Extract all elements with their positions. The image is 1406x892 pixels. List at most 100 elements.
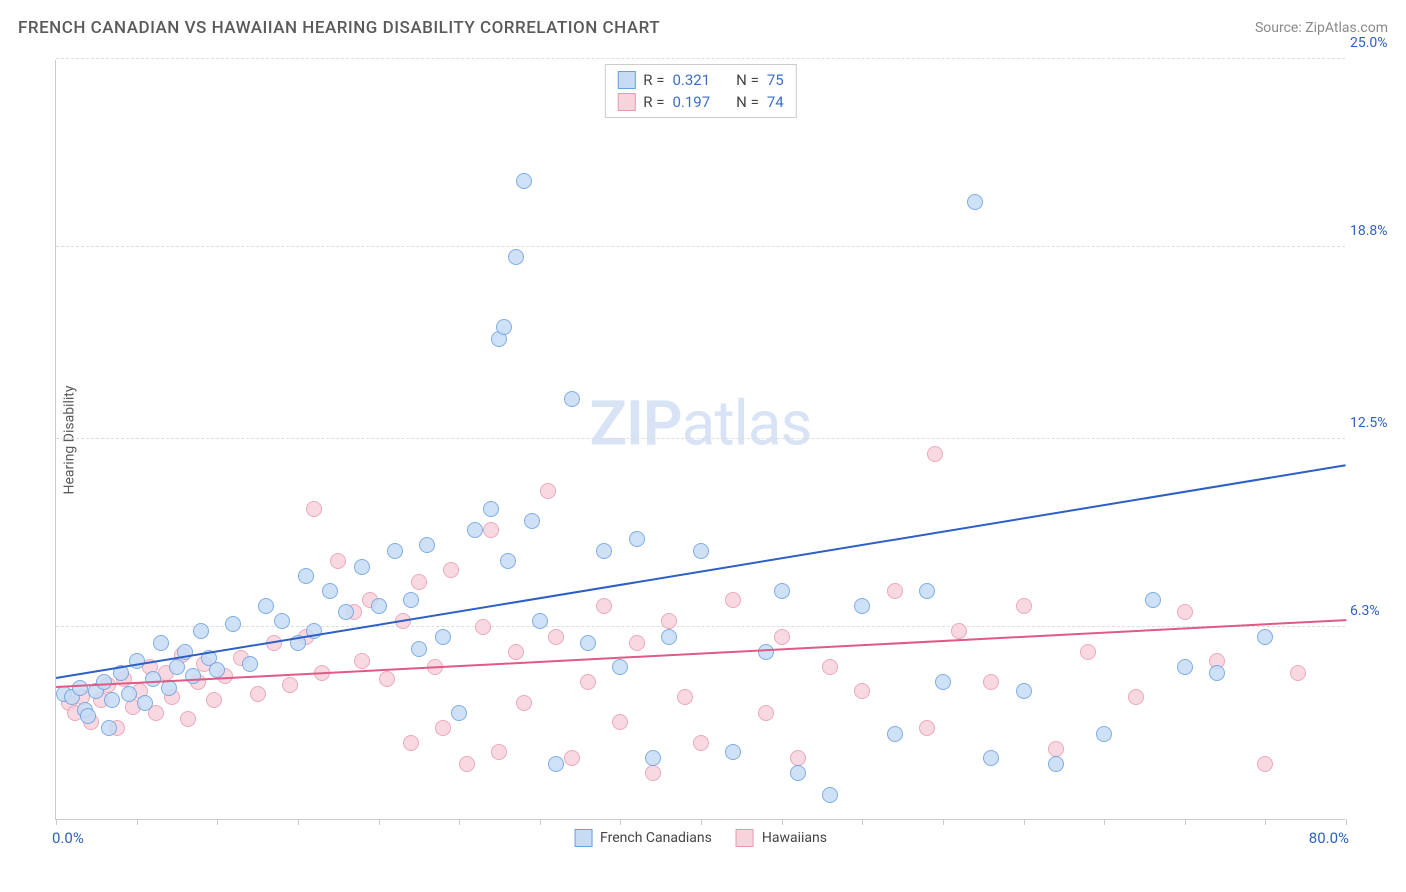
watermark: ZIPatlas bbox=[590, 388, 812, 461]
data-point-a bbox=[72, 680, 88, 696]
data-point-a bbox=[612, 659, 628, 675]
data-point-b bbox=[854, 683, 870, 699]
data-point-b bbox=[306, 501, 322, 517]
data-point-b bbox=[580, 674, 596, 690]
data-point-b bbox=[951, 623, 967, 639]
data-point-a bbox=[145, 671, 161, 687]
chart-title: FRENCH CANADIAN VS HAWAIIAN HEARING DISA… bbox=[18, 18, 660, 38]
data-point-a bbox=[225, 616, 241, 632]
data-point-a bbox=[887, 726, 903, 742]
data-point-a bbox=[508, 249, 524, 265]
data-point-b bbox=[435, 720, 451, 736]
data-point-a bbox=[919, 583, 935, 599]
data-point-a bbox=[322, 583, 338, 599]
y-tick-label: 25.0% bbox=[1350, 35, 1400, 51]
legend-row-b: R = 0.197 N = 74 bbox=[617, 91, 783, 113]
data-point-b bbox=[459, 756, 475, 772]
data-point-a bbox=[790, 765, 806, 781]
data-point-b bbox=[564, 750, 580, 766]
gridline bbox=[56, 58, 1345, 59]
data-point-a bbox=[371, 598, 387, 614]
data-point-a bbox=[629, 531, 645, 547]
data-point-b bbox=[508, 644, 524, 660]
x-tick bbox=[540, 819, 541, 825]
data-point-a bbox=[548, 756, 564, 772]
data-point-b bbox=[354, 653, 370, 669]
data-point-b bbox=[475, 619, 491, 635]
data-point-a bbox=[298, 568, 314, 584]
chart-header: FRENCH CANADIAN VS HAWAIIAN HEARING DISA… bbox=[18, 18, 1388, 38]
data-point-b bbox=[822, 659, 838, 675]
data-point-a bbox=[193, 623, 209, 639]
chart-source: Source: ZipAtlas.com bbox=[1255, 20, 1388, 36]
x-tick bbox=[1185, 819, 1186, 825]
data-point-a bbox=[822, 787, 838, 803]
data-point-b bbox=[491, 744, 507, 760]
data-point-a bbox=[854, 598, 870, 614]
data-point-a bbox=[169, 659, 185, 675]
data-point-b bbox=[548, 629, 564, 645]
data-point-a bbox=[354, 559, 370, 575]
data-point-a bbox=[403, 592, 419, 608]
x-tick bbox=[1024, 819, 1025, 825]
data-point-b bbox=[629, 635, 645, 651]
swatch-a bbox=[617, 71, 635, 89]
data-point-b bbox=[774, 629, 790, 645]
data-point-b bbox=[1080, 644, 1096, 660]
legend-item-b: Hawaiians bbox=[736, 829, 827, 847]
data-point-b bbox=[612, 714, 628, 730]
data-point-b bbox=[693, 735, 709, 751]
data-point-a bbox=[1016, 683, 1032, 699]
data-point-b bbox=[661, 613, 677, 629]
x-tick bbox=[217, 819, 218, 825]
data-point-a bbox=[1096, 726, 1112, 742]
x-tick bbox=[298, 819, 299, 825]
x-tick bbox=[1265, 819, 1266, 825]
data-point-a bbox=[500, 553, 516, 569]
data-point-a bbox=[101, 720, 117, 736]
y-tick-label: 18.8% bbox=[1350, 223, 1400, 239]
data-point-a bbox=[524, 513, 540, 529]
x-tick bbox=[701, 819, 702, 825]
data-point-b bbox=[1177, 604, 1193, 620]
x-tick bbox=[862, 819, 863, 825]
data-point-a bbox=[80, 708, 96, 724]
data-point-b bbox=[330, 553, 346, 569]
data-point-a bbox=[645, 750, 661, 766]
x-tick bbox=[620, 819, 621, 825]
data-point-b bbox=[725, 592, 741, 608]
x-tick bbox=[782, 819, 783, 825]
data-point-b bbox=[887, 583, 903, 599]
data-point-a bbox=[153, 635, 169, 651]
data-point-b bbox=[206, 692, 222, 708]
data-point-b bbox=[596, 598, 612, 614]
data-point-a bbox=[209, 662, 225, 678]
data-point-a bbox=[1048, 756, 1064, 772]
gridline bbox=[56, 626, 1345, 627]
x-tick bbox=[1346, 819, 1347, 825]
data-point-a bbox=[1145, 592, 1161, 608]
data-point-b bbox=[443, 562, 459, 578]
data-point-b bbox=[180, 711, 196, 727]
data-point-a bbox=[467, 522, 483, 538]
data-point-b bbox=[1290, 665, 1306, 681]
data-point-b bbox=[645, 765, 661, 781]
gridline bbox=[56, 246, 1345, 247]
data-point-b bbox=[677, 689, 693, 705]
data-point-a bbox=[580, 635, 596, 651]
data-point-b bbox=[1257, 756, 1273, 772]
data-point-a bbox=[419, 537, 435, 553]
scatter-chart: Hearing Disability ZIPatlas R = 0.321 N … bbox=[55, 60, 1345, 820]
trend-line-b bbox=[56, 619, 1346, 688]
data-point-a bbox=[121, 686, 137, 702]
data-point-a bbox=[258, 598, 274, 614]
x-tick bbox=[379, 819, 380, 825]
data-point-a bbox=[483, 501, 499, 517]
data-point-b bbox=[483, 522, 499, 538]
data-point-a bbox=[516, 173, 532, 189]
data-point-b bbox=[379, 671, 395, 687]
data-point-b bbox=[1128, 689, 1144, 705]
data-point-a bbox=[185, 668, 201, 684]
data-point-a bbox=[451, 705, 467, 721]
data-point-a bbox=[411, 641, 427, 657]
